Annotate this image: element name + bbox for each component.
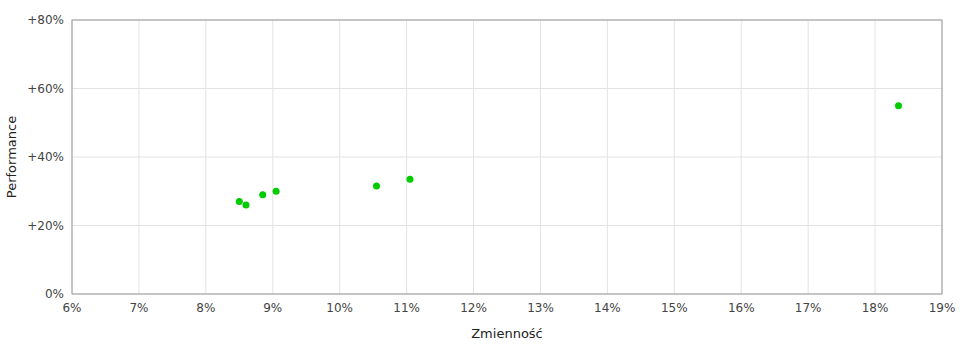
x-axis-label: Zmienność bbox=[471, 326, 543, 341]
scatter-point bbox=[895, 102, 902, 109]
x-tick-label: 14% bbox=[594, 301, 621, 315]
x-tick-label: 16% bbox=[728, 301, 755, 315]
chart-container: 6% 7% 8% 9% 10% 11% 12% 13% 14% 15% 16% 17% 18% 19% 0%… bbox=[0, 0, 966, 350]
scatter-point bbox=[273, 188, 280, 195]
x-tick-label: 8% bbox=[196, 301, 215, 315]
data-points bbox=[236, 102, 902, 208]
x-tick-label: 9% bbox=[263, 301, 282, 315]
y-grid-line bbox=[72, 157, 942, 158]
scatter-point bbox=[259, 191, 266, 198]
x-tick-label: 13% bbox=[527, 301, 554, 315]
y-grid-line bbox=[72, 225, 942, 226]
scatter-point bbox=[243, 201, 250, 208]
x-tick-label: 15% bbox=[661, 301, 688, 315]
plot-frame bbox=[72, 20, 942, 294]
scatter-point bbox=[236, 198, 243, 205]
plot-background bbox=[72, 20, 942, 294]
grid bbox=[72, 20, 942, 294]
x-tick-label: 10% bbox=[326, 301, 353, 315]
y-tick-label: +60% bbox=[27, 82, 64, 96]
y-tick-label: +80% bbox=[27, 13, 64, 27]
x-tick-label: 12% bbox=[460, 301, 487, 315]
x-tick-label: 19% bbox=[929, 301, 956, 315]
y-tick-label: 0% bbox=[45, 287, 64, 301]
chart-svg: 6% 7% 8% 9% 10% 11% 12% 13% 14% 15% 16% 17% 18% 19% 0%… bbox=[0, 0, 966, 350]
scatter-point bbox=[373, 183, 380, 190]
scatter-point bbox=[406, 176, 413, 183]
x-tick-label: 11% bbox=[393, 301, 420, 315]
y-tick-label: +40% bbox=[27, 150, 64, 164]
y-tick-label: +20% bbox=[27, 219, 64, 233]
x-tick-label: 18% bbox=[862, 301, 889, 315]
x-tick-label: 17% bbox=[795, 301, 822, 315]
x-tick-label: 7% bbox=[129, 301, 148, 315]
x-tick-label: 6% bbox=[62, 301, 81, 315]
y-grid-line bbox=[72, 88, 942, 89]
y-axis-label: Performance bbox=[4, 116, 19, 198]
